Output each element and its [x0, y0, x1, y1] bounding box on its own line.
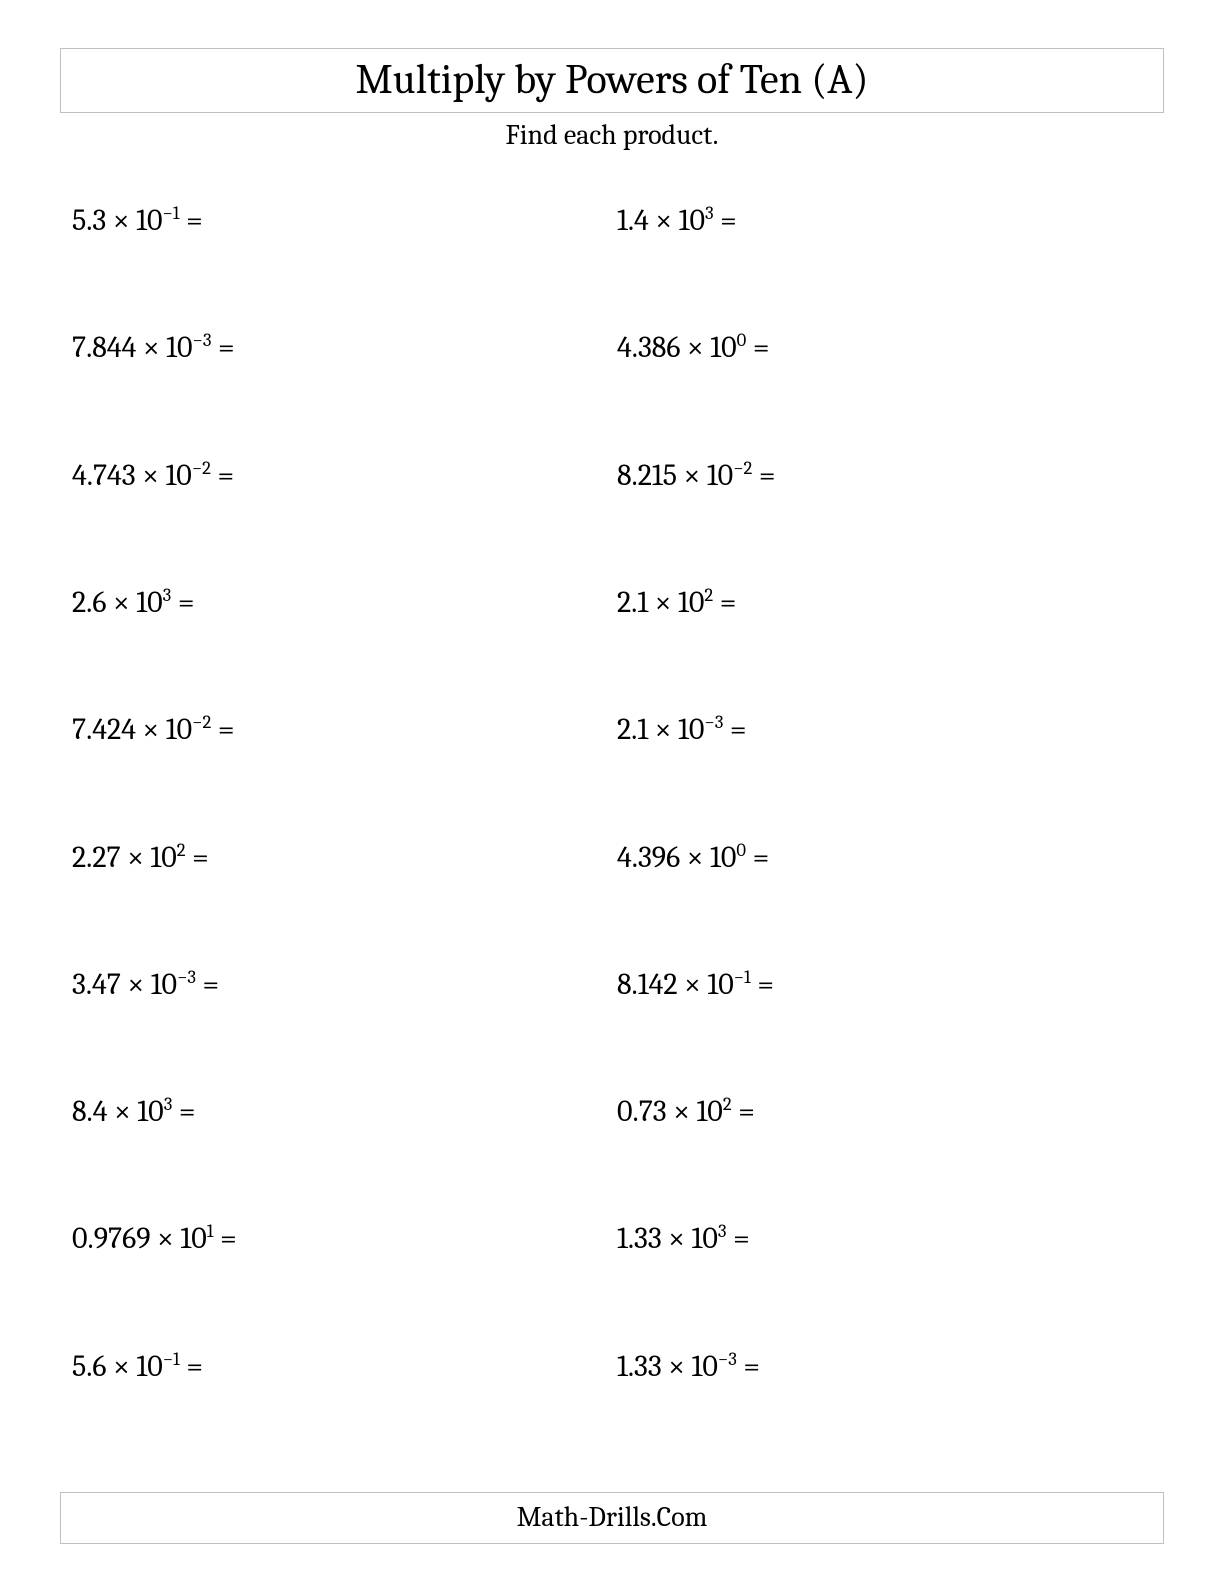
- problem-expression: 0.9769 × 101 =: [72, 1221, 237, 1256]
- problem-left-8: 0.9769 × 101 =: [72, 1217, 607, 1344]
- problem-right-2: 8.215 × 10−2 =: [617, 454, 1152, 581]
- problem-right-9: 1.33 × 10−3 =: [617, 1345, 1152, 1472]
- worksheet-page: Multiply by Powers of Ten (A) Find each …: [0, 0, 1224, 1584]
- title-box: Multiply by Powers of Ten (A): [60, 48, 1164, 113]
- problem-expression: 2.27 × 102 =: [72, 840, 209, 875]
- problem-left-6: 3.47 × 10−3 =: [72, 963, 607, 1090]
- problem-expression: 4.386 × 100 =: [617, 330, 769, 365]
- problem-expression: 1.33 × 103 =: [617, 1221, 750, 1256]
- problems-grid: 5.3 × 10−1 = 1.4 × 103 = 7.844 × 10−3 = 4.3…: [60, 199, 1164, 1472]
- problem-right-7: 0.73 × 102 =: [617, 1090, 1152, 1217]
- problem-expression: 4.743 × 10−2 =: [72, 458, 234, 493]
- problem-expression: 0.73 × 102 =: [617, 1094, 755, 1129]
- problem-right-4: 2.1 × 10−3 =: [617, 708, 1152, 835]
- problem-expression: 2.1 × 102 =: [617, 585, 736, 620]
- problem-left-7: 8.4 × 103 =: [72, 1090, 607, 1217]
- problem-expression: 7.424 × 10−2 =: [72, 712, 234, 747]
- problem-right-3: 2.1 × 102 =: [617, 581, 1152, 708]
- problem-expression: 8.215 × 10−2 =: [617, 458, 776, 493]
- footer-text: Math-Drills.Com: [517, 1501, 708, 1533]
- problem-expression: 1.4 × 103 =: [617, 203, 737, 238]
- problem-expression: 5.3 × 10−1 =: [72, 203, 203, 238]
- problem-left-5: 2.27 × 102 =: [72, 836, 607, 963]
- problem-expression: 7.844 × 10−3 =: [72, 330, 235, 365]
- problem-right-5: 4.396 × 100 =: [617, 836, 1152, 963]
- problem-expression: 8.4 × 103 =: [72, 1094, 196, 1129]
- problem-expression: 1.33 × 10−3 =: [617, 1349, 760, 1384]
- problem-right-1: 4.386 × 100 =: [617, 326, 1152, 453]
- footer-box: Math-Drills.Com: [60, 1492, 1164, 1544]
- page-title: Multiply by Powers of Ten (A): [61, 55, 1163, 104]
- problem-left-1: 7.844 × 10−3 =: [72, 326, 607, 453]
- problem-expression: 4.396 × 100 =: [617, 840, 769, 875]
- problem-expression: 3.47 × 10−3 =: [72, 967, 219, 1002]
- problem-left-3: 2.6 × 103 =: [72, 581, 607, 708]
- problem-expression: 2.1 × 10−3 =: [617, 712, 747, 747]
- problem-right-6: 8.142 × 10−1 =: [617, 963, 1152, 1090]
- problem-right-8: 1.33 × 103 =: [617, 1217, 1152, 1344]
- problem-left-4: 7.424 × 10−2 =: [72, 708, 607, 835]
- problem-expression: 5.6 × 10−1 =: [72, 1349, 203, 1384]
- problem-left-0: 5.3 × 10−1 =: [72, 199, 607, 326]
- problem-left-9: 5.6 × 10−1 =: [72, 1345, 607, 1472]
- problem-right-0: 1.4 × 103 =: [617, 199, 1152, 326]
- problem-left-2: 4.743 × 10−2 =: [72, 454, 607, 581]
- problem-expression: 8.142 × 10−1 =: [617, 967, 774, 1002]
- page-subtitle: Find each product.: [60, 119, 1164, 151]
- problem-expression: 2.6 × 103 =: [72, 585, 194, 620]
